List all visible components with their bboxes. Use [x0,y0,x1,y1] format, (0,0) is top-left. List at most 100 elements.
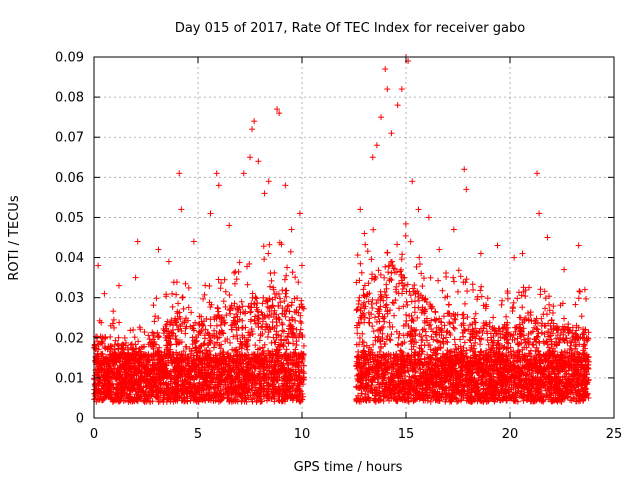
data-point [360,286,367,293]
data-point [413,263,420,270]
data-point [404,301,411,308]
data-point [451,336,458,343]
data-point [357,260,364,267]
data-point [242,324,249,331]
data-point [110,308,117,315]
data-point [233,311,240,318]
data-point [239,325,246,332]
data-point [471,315,478,322]
data-point [435,277,442,284]
data-point [261,256,268,263]
data-point [282,290,289,297]
data-point [291,295,298,302]
data-point [452,341,459,348]
data-point [381,274,388,281]
data-point [469,281,476,288]
data-point [441,322,448,329]
data-point [210,344,217,351]
data-point [370,226,377,233]
data-point [572,301,579,308]
data-point [252,342,259,349]
data-point [175,300,182,307]
data-point [223,312,230,319]
data-point [369,323,376,330]
data-point [214,304,221,311]
data-point [228,302,235,309]
data-point [151,318,158,325]
data-point [252,294,259,301]
data-point [411,282,418,289]
data-point [284,333,291,340]
data-point [253,295,260,302]
data-point [578,313,585,320]
data-point [451,278,458,285]
data-point [355,319,362,326]
data-point [451,315,458,322]
data-point [130,326,137,333]
data-point [200,295,207,302]
data-point [470,286,477,293]
data-point [116,319,123,326]
data-point [256,337,263,344]
data-point [464,288,471,295]
data-point [234,335,241,342]
data-point [283,293,290,300]
data-point [169,303,176,310]
data-point [215,308,222,315]
data-point [107,333,114,340]
data-point [173,291,180,298]
data-point [292,317,299,324]
data-point [284,264,291,271]
data-point [283,287,290,294]
data-point [450,324,457,331]
data-point [416,254,423,261]
data-point [394,341,401,348]
data-point [218,280,225,287]
data-point [385,269,392,276]
data-point [461,300,468,307]
data-point [450,274,457,281]
data-point [286,317,293,324]
data-point [283,346,290,353]
data-point [247,308,254,315]
data-point [407,238,414,245]
data-point [457,336,464,343]
data-point [127,327,134,334]
data-point [179,294,186,301]
data-point [153,295,160,302]
data-point [209,332,216,339]
data-point [239,303,246,310]
data-point [131,334,138,341]
data-point [213,322,220,329]
data-point [185,284,192,291]
data-point [445,301,452,308]
chart-title: Day 015 of 2017, Rate Of TEC Index for r… [175,21,525,36]
data-point [244,281,251,288]
data-point [115,334,122,341]
data-point [266,241,273,248]
data-point [135,338,142,345]
data-point [293,326,300,333]
data-point [220,298,227,305]
data-point [236,259,243,266]
data-point [182,280,189,287]
data-point [141,329,148,336]
data-point [179,294,186,301]
data-point [271,269,278,276]
data-point [282,313,289,320]
data-point [294,295,301,302]
data-point [222,288,229,295]
data-point [362,241,369,248]
data-point [224,336,231,343]
data-point [484,295,491,302]
data-point [287,248,294,255]
data-point [169,290,176,297]
data-point [251,395,258,402]
data-point [226,339,233,346]
data-point [207,322,214,329]
data-point [249,294,256,301]
data-point [298,262,305,269]
data-point [150,302,157,309]
data-point [180,305,187,312]
